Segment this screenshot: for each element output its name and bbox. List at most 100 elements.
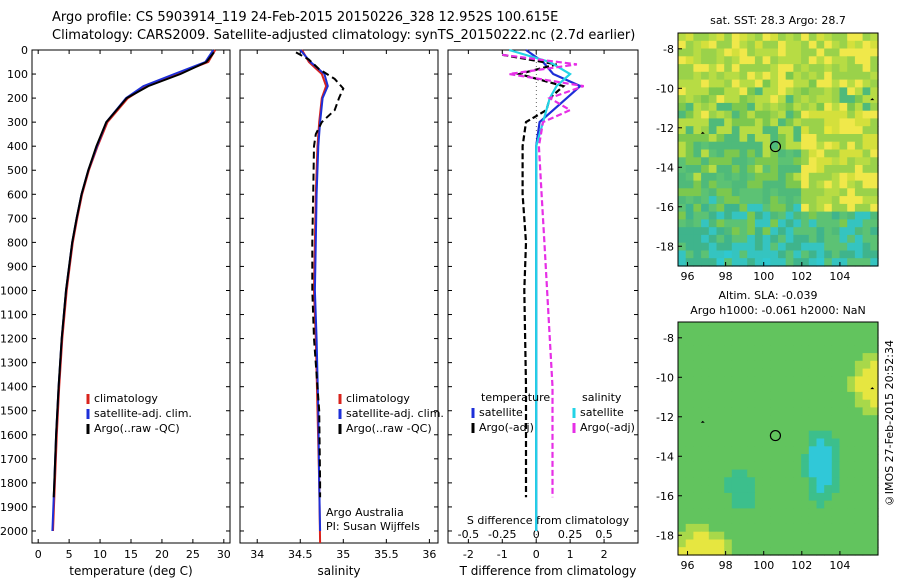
y-tick-label: 400: [7, 140, 28, 153]
x-tick-label: 10: [93, 548, 107, 561]
x-tick-label: -1: [497, 548, 508, 561]
difference-legend-label: satellite: [580, 406, 624, 419]
y-tick-label: 600: [7, 188, 28, 201]
x-tick-label: 20: [155, 548, 169, 561]
x-tick-label: 0: [533, 548, 540, 561]
y-tick-label: -14: [656, 161, 674, 174]
y-tick-label: 1000: [0, 284, 28, 297]
map-title: sat. SST: 28.3 Argo: 28.7: [710, 14, 846, 27]
x-tick-label: 102: [791, 559, 812, 572]
temperature-legend-label: climatology: [94, 392, 158, 405]
y-tick-label: -10: [656, 371, 674, 384]
island-marker: [700, 131, 705, 134]
x-axis-label-secondary: S difference from climatology: [467, 514, 630, 527]
x-tick-label: 100: [753, 559, 774, 572]
salinity-legend-label: Argo(..raw -QC): [346, 422, 432, 435]
series-line-argo---raw--qc-: [295, 51, 345, 498]
map-sla-map: [678, 322, 879, 556]
y-tick-label: 1700: [0, 453, 28, 466]
x-tick-label: 96: [681, 559, 695, 572]
x-tick-label: 5: [66, 548, 73, 561]
y-tick-label: 0: [21, 44, 28, 57]
series-line-argo---raw--qc-: [52, 51, 215, 498]
x-tick-label: 102: [791, 270, 812, 283]
y-tick-label: -12: [656, 122, 674, 135]
y-tick-label: -10: [656, 82, 674, 95]
x-tick-label: 25: [186, 548, 200, 561]
x-axis-label: temperature (deg C): [69, 564, 192, 578]
difference-legend-label: satellite: [479, 406, 523, 419]
y-tick-label: -16: [656, 201, 674, 214]
y-tick-label: 500: [7, 164, 28, 177]
series-line-s-argo--adj-: [502, 53, 585, 498]
y-tick-label: 1900: [0, 501, 28, 514]
series-line-s-satellite: [508, 48, 572, 531]
y-tick-label: -18: [656, 529, 674, 542]
x-tick-label: 100: [753, 270, 774, 283]
y-tick-label: 1300: [0, 357, 28, 370]
temperature-legend-label: Argo(..raw -QC): [94, 422, 180, 435]
island-marker: [700, 420, 705, 423]
x-tick-label: 34: [250, 548, 264, 561]
y-tick-label: 200: [7, 92, 28, 105]
y-tick-label: 900: [7, 260, 28, 273]
x-tick-label: 104: [829, 270, 850, 283]
y-tick-label: -12: [656, 411, 674, 424]
y-tick-label: 700: [7, 212, 28, 225]
x-tick-label: 98: [719, 270, 733, 283]
y-tick-label: -16: [656, 490, 674, 503]
x-tick-label: 96: [681, 270, 695, 283]
series-line-t-argo--adj-: [502, 53, 566, 498]
y-tick-label: 800: [7, 236, 28, 249]
climatology-title: Climatology: CARS2009. Satellite-adjuste…: [52, 28, 636, 43]
y-tick-label: -8: [663, 43, 674, 56]
y-tick-label: 1500: [0, 405, 28, 418]
map-subtitle: Argo h1000: -0.061 h2000: NaN: [690, 304, 866, 317]
x-tick-label: 35: [336, 548, 350, 561]
x-tick-label: 36: [422, 548, 436, 561]
x-tick-label: 1: [567, 548, 574, 561]
x-axis-label: T difference from climatology: [459, 564, 637, 578]
x-tick-label: 0: [35, 548, 42, 561]
y-tick-label: 2000: [0, 525, 28, 538]
map-title: Altim. SLA: -0.039: [718, 289, 817, 302]
annotation-line: PI: Susan Wijffels: [326, 520, 420, 533]
map-frame: [677, 32, 879, 267]
x-tick-label: 104: [829, 559, 850, 572]
y-tick-label: 300: [7, 116, 28, 129]
temperature-legend-label: satellite-adj. clim.: [94, 407, 192, 420]
x-tick-label-secondary: 0.25: [558, 528, 583, 541]
map-frame: [677, 321, 879, 556]
y-tick-label: -18: [656, 240, 674, 253]
salinity-legend-label: climatology: [346, 392, 410, 405]
x-tick-label: 34.5: [288, 548, 313, 561]
y-tick-label: 100: [7, 68, 28, 81]
y-tick-label: -14: [656, 450, 674, 463]
map-sst-map: [678, 33, 879, 267]
y-tick-label: 1100: [0, 309, 28, 322]
panel-frame-temperature: [31, 49, 231, 544]
x-tick-label: 2: [601, 548, 608, 561]
x-tick-label-secondary: -0.25: [488, 528, 516, 541]
x-tick-label: -2: [463, 548, 474, 561]
salinity-legend-label: satellite-adj. clim.: [346, 407, 444, 420]
panel-frame-salinity: [239, 49, 439, 544]
x-axis-label: salinity: [317, 564, 360, 578]
x-tick-label: 98: [719, 559, 733, 572]
y-tick-label: 1200: [0, 333, 28, 346]
argo-position-marker: [769, 140, 782, 153]
y-tick-label: 1600: [0, 429, 28, 442]
y-tick-label: -8: [663, 332, 674, 345]
legend-header: salinity: [582, 391, 622, 404]
island-marker: [870, 98, 875, 101]
panel-frame-difference: [447, 49, 639, 544]
island-marker: [870, 387, 875, 390]
y-tick-label: 1400: [0, 381, 28, 394]
profile-title: Argo profile: CS 5903914_119 24-Feb-2015…: [52, 10, 559, 25]
x-tick-label: 15: [124, 548, 138, 561]
difference-legend-label: Argo(-adj): [580, 421, 635, 434]
x-tick-label-secondary: 0.5: [595, 528, 613, 541]
difference-legend-label: Argo(-adj): [479, 421, 534, 434]
annotation-line: Argo Australia: [326, 506, 404, 519]
